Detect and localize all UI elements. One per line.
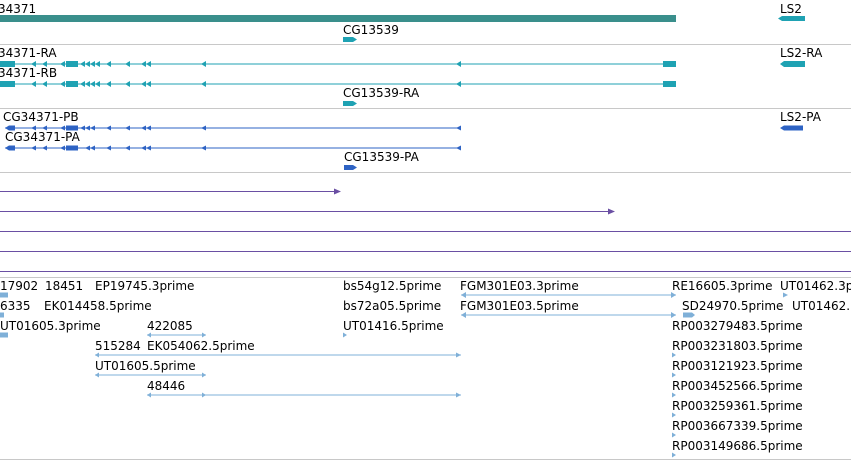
track-separators [0, 44, 851, 460]
est-label[interactable]: 422085 [147, 319, 193, 333]
protein-track: CG34371-PB CG34371-PA LS2-PA CG13539-PA [3, 110, 822, 170]
gene-label[interactable]: LS2 [780, 2, 802, 16]
est-label[interactable]: FGM301E03.3prime [460, 279, 579, 293]
est-label[interactable]: SD24970.5prime [682, 299, 783, 313]
est-label[interactable]: EP19745.3prime [95, 279, 194, 293]
est-label[interactable]: EK054062.5prime [147, 339, 255, 353]
transcript-label[interactable]: LS2-RA [780, 46, 823, 60]
transcript-exon-ls2-ra[interactable] [780, 61, 805, 67]
est-label[interactable]: RP003149686.5prime [672, 439, 803, 453]
protein-exon-ls2-pa[interactable] [780, 125, 803, 131]
est-label[interactable]: UT01605.3prime [0, 319, 101, 333]
protein-label[interactable]: CG13539-PA [344, 150, 420, 164]
est-label[interactable]: bs72a05.5prime [343, 299, 441, 313]
est-label[interactable]: UT01462.3p [780, 279, 851, 293]
est-label[interactable]: UT01416.5prime [343, 319, 444, 333]
gene-span-cg34371[interactable] [0, 15, 676, 22]
est-label[interactable]: FGM301E03.5prime [460, 299, 579, 313]
est-label[interactable]: RP003452566.5prime [672, 379, 803, 393]
est-label[interactable]: RP003259361.5prime [672, 399, 803, 413]
est-features[interactable] [0, 292, 788, 458]
alignment-arrowhead [334, 188, 341, 195]
protein-exons[interactable] [5, 125, 461, 131]
est-label[interactable]: UT01462. [792, 299, 850, 313]
est-label[interactable]: 515284 [95, 339, 141, 353]
est-label[interactable]: RP003231803.5prime [672, 339, 803, 353]
est-label[interactable]: 6335 [0, 299, 31, 313]
est-label[interactable]: 18451 [45, 279, 83, 293]
transcript-track: 34371-RA 34371-RB LS2-RA CG13539-RA [0, 46, 823, 106]
est-label[interactable]: EK014458.5prime [44, 299, 152, 313]
gene-span-cg13539[interactable] [343, 37, 357, 42]
est-label[interactable]: RP003121923.5prime [672, 359, 803, 373]
transcript-label[interactable]: 34371-RB [0, 66, 57, 80]
protein-label[interactable]: LS2-PA [780, 110, 822, 124]
gene-span-ls2[interactable] [778, 16, 805, 21]
transcript-label[interactable]: 34371-RA [0, 46, 57, 60]
gene-label[interactable]: CG13539 [343, 23, 399, 37]
protein-label[interactable]: CG34371-PA [5, 130, 81, 144]
gene-track: 34371 LS2 CG13539 [0, 2, 805, 42]
transcript-exons[interactable] [0, 81, 676, 87]
est-label[interactable]: UT01605.5prime [95, 359, 196, 373]
est-label[interactable]: 17902 [0, 279, 38, 293]
alignment-track [0, 188, 851, 272]
protein-exon-cg13539-pa[interactable] [344, 165, 357, 170]
alignment-arrowhead [608, 208, 615, 215]
est-label[interactable]: RP003279483.5prime [672, 319, 803, 333]
transcript-exons[interactable] [0, 61, 676, 67]
est-label[interactable]: RE16605.3prime [672, 279, 773, 293]
est-track: 17902 18451 EP19745.3prime bs54g12.5prim… [0, 279, 851, 458]
gene-label[interactable]: 34371 [0, 2, 36, 16]
est-label[interactable]: 48446 [147, 379, 185, 393]
protein-label[interactable]: CG34371-PB [3, 110, 79, 124]
transcript-label[interactable]: CG13539-RA [343, 86, 420, 100]
est-label[interactable]: bs54g12.5prime [343, 279, 441, 293]
est-label[interactable]: RP003667339.5prime [672, 419, 803, 433]
protein-exons[interactable] [5, 145, 461, 151]
transcript-exon-cg13539-ra[interactable] [343, 101, 357, 106]
